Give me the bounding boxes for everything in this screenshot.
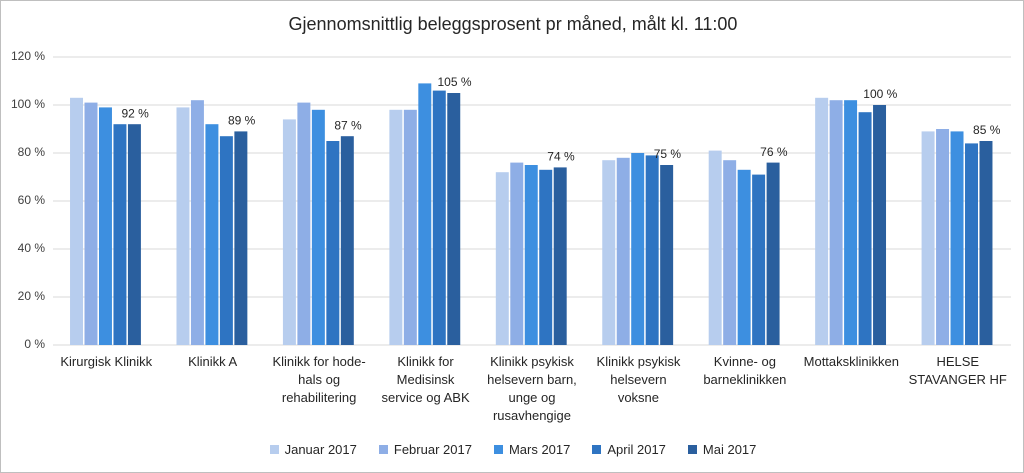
data-label: 75 % bbox=[654, 147, 682, 161]
bar bbox=[645, 155, 659, 345]
data-label: 76 % bbox=[760, 145, 788, 159]
bar bbox=[113, 124, 127, 345]
bar bbox=[737, 169, 751, 345]
bar bbox=[602, 160, 616, 345]
bar bbox=[234, 131, 248, 345]
bar bbox=[815, 97, 829, 345]
bar bbox=[219, 136, 233, 345]
x-tick-label: Klinikk for hode-hals og rehabilitering bbox=[272, 354, 366, 405]
bar bbox=[326, 141, 340, 345]
bar bbox=[127, 124, 141, 345]
bar bbox=[190, 100, 204, 345]
bar bbox=[311, 109, 325, 345]
bar bbox=[84, 102, 98, 345]
bar bbox=[921, 131, 935, 345]
data-label: 89 % bbox=[228, 114, 256, 128]
legend-item: Februar 2017 bbox=[378, 442, 472, 457]
legend-swatch bbox=[269, 445, 279, 454]
bar bbox=[844, 100, 858, 345]
data-label: 85 % bbox=[973, 123, 1001, 137]
y-tick-label: 100 % bbox=[11, 97, 45, 111]
bar bbox=[524, 165, 538, 345]
data-label: 105 % bbox=[437, 75, 471, 89]
legend: Januar 2017 Februar 2017 Mars 2017 April 20… bbox=[1, 442, 1023, 457]
chart-title: Gjennomsnittlig beleggsprosent pr måned,… bbox=[289, 14, 738, 34]
bar bbox=[282, 119, 296, 346]
bar bbox=[432, 90, 446, 345]
legend-swatch bbox=[378, 445, 388, 454]
legend-label: Mai 2017 bbox=[702, 442, 757, 457]
legend-swatch bbox=[687, 445, 697, 454]
bar bbox=[495, 172, 509, 345]
y-tick-label: 20 % bbox=[18, 289, 46, 303]
bar bbox=[297, 102, 311, 345]
bar bbox=[950, 131, 964, 345]
bar bbox=[176, 107, 190, 346]
bar bbox=[340, 136, 354, 345]
x-tick-label: Klinikk psykisk helsevern barn, unge og … bbox=[487, 354, 577, 423]
bar bbox=[389, 109, 403, 345]
y-tick-label: 60 % bbox=[18, 193, 46, 207]
bar bbox=[723, 160, 737, 345]
bar bbox=[936, 129, 950, 345]
bar bbox=[205, 124, 219, 345]
bar bbox=[979, 141, 993, 345]
bar bbox=[873, 105, 887, 345]
legend-item: Mars 2017 bbox=[493, 442, 571, 457]
bar bbox=[403, 109, 417, 345]
bar bbox=[447, 93, 461, 345]
data-label: 100 % bbox=[863, 87, 897, 101]
bar bbox=[98, 107, 112, 346]
y-tick-label: 120 % bbox=[11, 49, 45, 63]
bar bbox=[766, 162, 780, 345]
x-tick-label: HELSE STAVANGER HF bbox=[908, 354, 1007, 387]
bar bbox=[510, 162, 524, 345]
x-tick-label: Klinikk A bbox=[188, 354, 238, 369]
bar bbox=[829, 100, 843, 345]
data-label: 92 % bbox=[121, 106, 149, 120]
y-tick-label: 80 % bbox=[18, 145, 46, 159]
bar bbox=[708, 150, 722, 345]
legend-item: Januar 2017 bbox=[269, 442, 357, 457]
bar bbox=[752, 174, 766, 345]
x-tick-label: Mottaksklinikken bbox=[803, 354, 900, 369]
bar bbox=[418, 83, 432, 346]
bar bbox=[631, 153, 645, 345]
legend-swatch bbox=[493, 445, 503, 454]
legend-label: Mars 2017 bbox=[508, 442, 571, 457]
bar bbox=[70, 97, 84, 345]
legend-label: Januar 2017 bbox=[284, 442, 357, 457]
bar bbox=[539, 169, 553, 345]
x-tick-label: Klinikk psykisk helsevern voksne bbox=[596, 354, 681, 405]
x-tick-label: Kirurgisk Klinikk bbox=[60, 354, 153, 369]
legend-item: Mai 2017 bbox=[687, 442, 757, 457]
x-tick-label: Klinikk for Medisinsk service og ABK bbox=[381, 354, 470, 405]
x-tick-label: Kvinne- og barneklinikken bbox=[703, 354, 787, 387]
data-label: 87 % bbox=[334, 118, 362, 132]
legend-swatch bbox=[592, 445, 602, 454]
legend-item: April 2017 bbox=[592, 442, 666, 457]
y-tick-label: 40 % bbox=[18, 241, 46, 255]
legend-label: April 2017 bbox=[607, 442, 666, 457]
bar bbox=[660, 165, 674, 345]
bar bbox=[616, 157, 630, 345]
y-tick-label: 0 % bbox=[24, 337, 45, 351]
legend-label: Februar 2017 bbox=[393, 442, 472, 457]
data-label: 74 % bbox=[547, 150, 575, 164]
bar bbox=[858, 112, 872, 345]
bar bbox=[965, 143, 978, 345]
bar bbox=[553, 167, 567, 345]
